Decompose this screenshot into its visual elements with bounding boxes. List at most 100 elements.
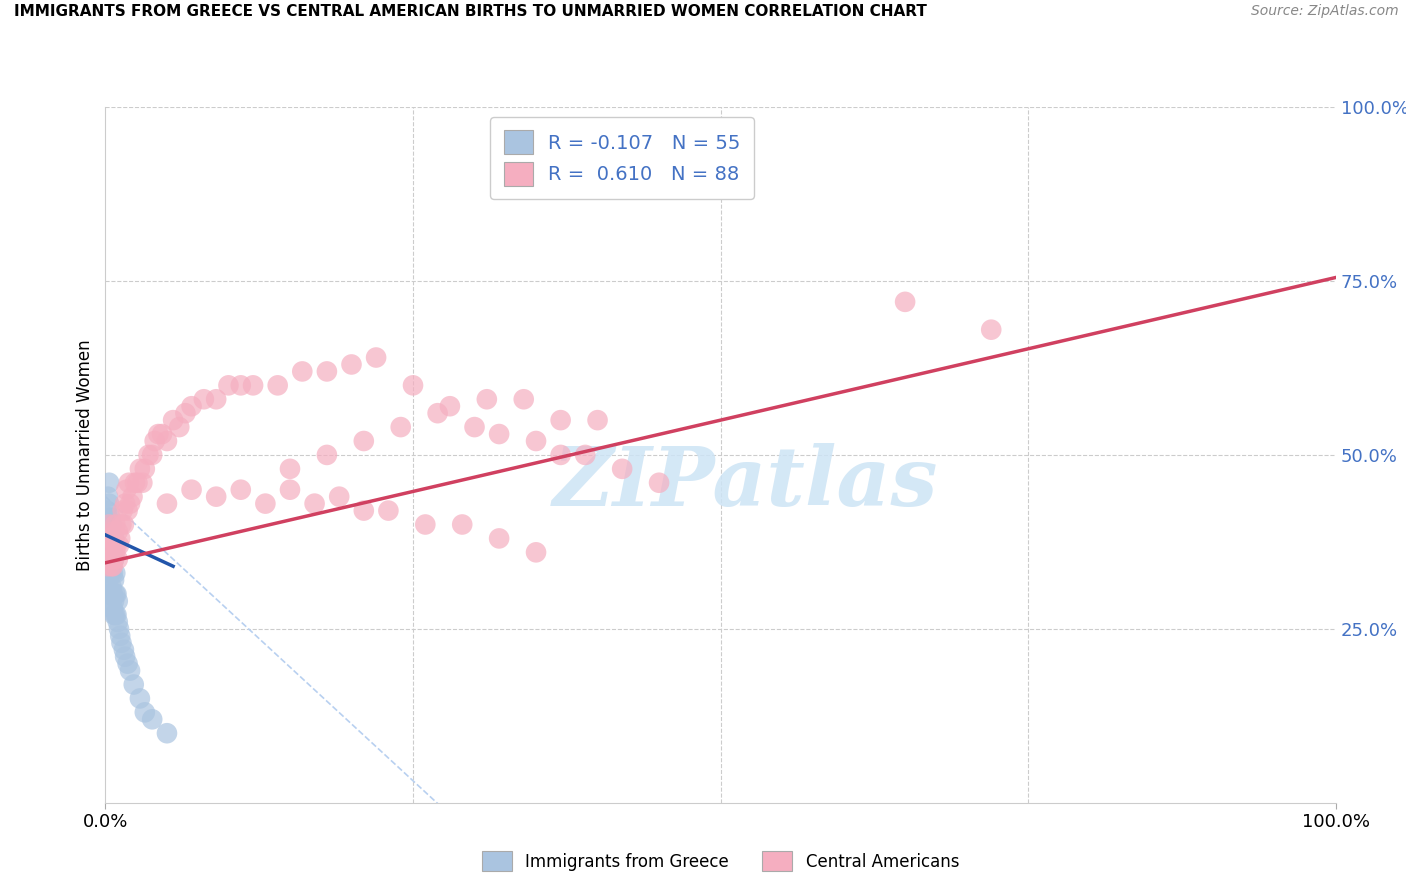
Point xyxy=(107,594,129,608)
Point xyxy=(98,517,121,532)
Point xyxy=(100,559,122,574)
Point xyxy=(98,532,121,546)
Point xyxy=(103,607,125,622)
Point xyxy=(353,503,375,517)
Text: IMMIGRANTS FROM GREECE VS CENTRAL AMERICAN BIRTHS TO UNMARRIED WOMEN CORRELATION: IMMIGRANTS FROM GREECE VS CENTRAL AMERIC… xyxy=(14,4,927,20)
Point xyxy=(101,601,124,615)
Point xyxy=(111,503,134,517)
Point xyxy=(101,545,124,559)
Point xyxy=(97,532,120,546)
Point xyxy=(101,587,124,601)
Point xyxy=(550,448,572,462)
Point xyxy=(138,448,160,462)
Point xyxy=(117,503,139,517)
Point xyxy=(488,532,510,546)
Point xyxy=(218,378,240,392)
Point xyxy=(107,524,129,539)
Point xyxy=(267,378,290,392)
Point xyxy=(98,587,121,601)
Point xyxy=(104,587,127,601)
Point xyxy=(96,538,118,552)
Point xyxy=(156,726,179,740)
Point xyxy=(108,622,131,636)
Point xyxy=(97,559,120,574)
Point xyxy=(98,510,122,524)
Point xyxy=(104,545,127,559)
Point xyxy=(143,434,166,448)
Point xyxy=(134,706,156,720)
Point xyxy=(96,552,118,566)
Point xyxy=(97,573,120,587)
Point xyxy=(105,587,128,601)
Point xyxy=(162,413,184,427)
Point xyxy=(103,552,125,566)
Point xyxy=(278,483,301,497)
Point xyxy=(180,483,202,497)
Point xyxy=(100,580,122,594)
Point xyxy=(894,294,917,309)
Point xyxy=(134,462,156,476)
Point xyxy=(328,490,350,504)
Point xyxy=(114,497,136,511)
Point xyxy=(100,538,122,552)
Point xyxy=(103,532,125,546)
Point xyxy=(101,532,124,546)
Point xyxy=(104,566,127,581)
Point xyxy=(112,642,135,657)
Point xyxy=(101,566,124,581)
Point xyxy=(100,532,122,546)
Point xyxy=(97,545,120,559)
Point xyxy=(105,538,128,552)
Point xyxy=(426,406,449,420)
Point xyxy=(550,413,572,427)
Point xyxy=(98,552,121,566)
Point xyxy=(122,677,145,691)
Point xyxy=(141,712,163,726)
Point xyxy=(118,475,141,490)
Point xyxy=(97,490,120,504)
Point xyxy=(108,538,131,552)
Point xyxy=(117,657,139,671)
Point xyxy=(415,517,437,532)
Point xyxy=(148,427,170,442)
Point xyxy=(439,399,461,413)
Point xyxy=(104,607,127,622)
Point xyxy=(451,517,474,532)
Point xyxy=(107,552,129,566)
Point xyxy=(98,532,122,546)
Point xyxy=(205,392,228,407)
Point xyxy=(574,448,596,462)
Point xyxy=(121,490,143,504)
Point xyxy=(513,392,536,407)
Point xyxy=(402,378,425,392)
Point xyxy=(96,503,118,517)
Point xyxy=(103,594,125,608)
Point xyxy=(103,552,125,566)
Text: ZIPatlas: ZIPatlas xyxy=(553,442,938,523)
Point xyxy=(114,649,136,664)
Point xyxy=(340,358,363,372)
Point xyxy=(112,517,135,532)
Point xyxy=(98,497,121,511)
Text: Source: ZipAtlas.com: Source: ZipAtlas.com xyxy=(1251,4,1399,19)
Point xyxy=(174,406,197,420)
Legend: Immigrants from Greece, Central Americans: Immigrants from Greece, Central American… xyxy=(475,845,966,878)
Point xyxy=(242,378,264,392)
Point xyxy=(110,517,132,532)
Point xyxy=(129,691,152,706)
Point xyxy=(131,475,153,490)
Point xyxy=(304,497,326,511)
Point xyxy=(98,532,122,546)
Point xyxy=(107,615,129,629)
Point xyxy=(377,503,399,517)
Point xyxy=(97,559,120,574)
Point xyxy=(353,434,375,448)
Point xyxy=(610,462,633,476)
Point xyxy=(124,475,146,490)
Point xyxy=(98,587,122,601)
Point xyxy=(648,475,671,490)
Point xyxy=(120,497,141,511)
Point xyxy=(586,413,609,427)
Point xyxy=(98,475,121,490)
Point xyxy=(366,351,388,365)
